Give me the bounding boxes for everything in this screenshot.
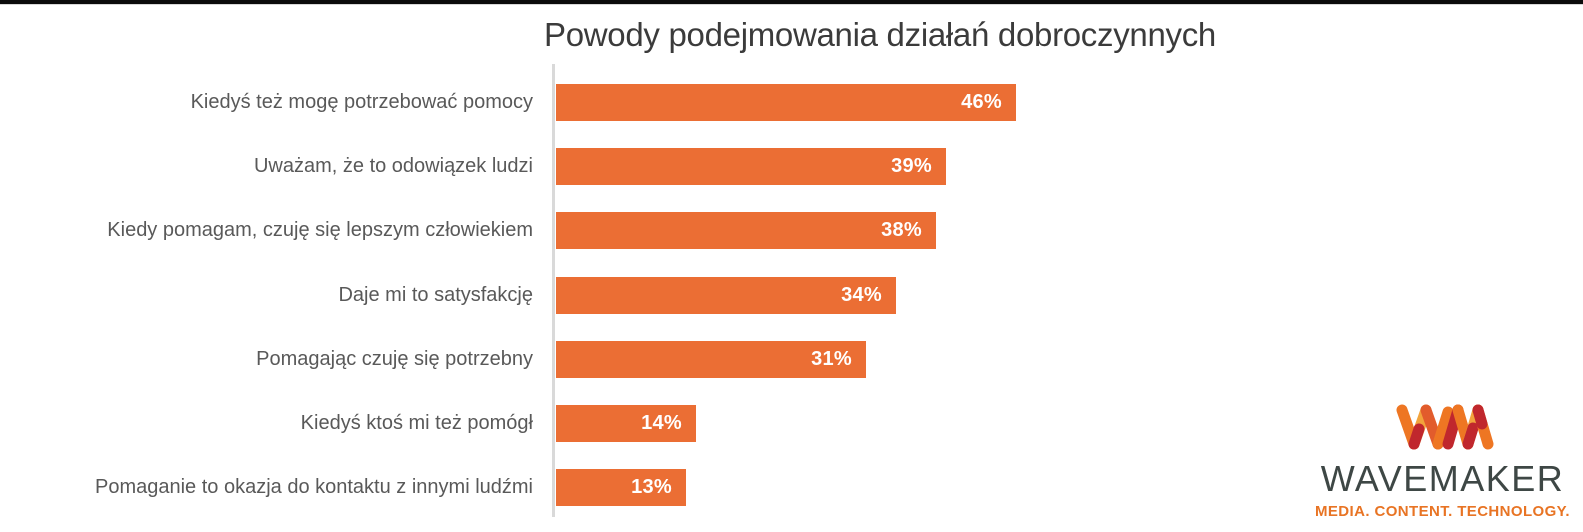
bar-chart: Kiedyś też mogę potrzebować pomocy 46% Uwa… [0,70,1583,520]
bar: 46% [556,83,1016,121]
chart-row: Pomaganie to okazja do kontaktu z innymi… [0,456,1583,520]
bar-track: 31% [543,340,1583,378]
bar: 31% [556,340,866,378]
wavemaker-logo: WAVEMAKER MEDIA. CONTENT. TECHNOLOGY. [1310,398,1575,520]
bar-track: 13% [543,469,1583,507]
chart-row: Pomagając czuję się potrzebny 31% [0,327,1583,391]
bar: 14% [556,405,696,443]
category-label: Kiedy pomagam, czuję się lepszym człowie… [107,219,533,242]
bar-track: 34% [543,276,1583,314]
bar-track: 38% [543,212,1583,250]
logo-wordmark: WAVEMAKER [1320,458,1565,499]
y-axis-line [552,64,555,517]
wm-monogram-icon [1396,404,1493,450]
chart-row: Daje mi to satysfakcję 34% [0,263,1583,327]
category-label: Uważam, że to odowiązek ludzi [253,154,533,177]
chart-row: Uważam, że to odowiązek ludzi 39% [0,134,1583,198]
logo-tagline: MEDIA. CONTENT. TECHNOLOGY. [1315,503,1570,520]
bar-value-label: 14% [641,412,682,435]
bar-value-label: 34% [841,283,882,306]
bar: 13% [556,469,686,507]
chart-row: Kiedyś ktoś mi też pomógł 14% [0,391,1583,455]
bar-value-label: 46% [961,90,1002,113]
chart-title: Powody podejmowania działań dobroczynnyc… [544,16,1216,53]
bar-track: 14% [543,405,1583,443]
category-label: Daje mi to satysfakcję [338,283,533,306]
bar: 34% [556,276,896,314]
bar-value-label: 31% [811,347,852,370]
bar-track: 46% [543,83,1583,121]
category-label: Pomagając czuję się potrzebny [256,347,533,370]
bar: 38% [556,212,936,250]
category-label: Kiedyś ktoś mi też pomógł [300,412,533,435]
bar-value-label: 38% [881,219,922,242]
top-border-strip [0,0,1583,5]
bar-value-label: 13% [631,476,672,499]
category-label: Pomaganie to okazja do kontaktu z innymi… [94,476,533,499]
chart-row: Kiedy pomagam, czuję się lepszym człowie… [0,199,1583,263]
bar-track: 39% [543,147,1583,185]
bar-value-label: 39% [891,154,932,177]
bar: 39% [556,147,946,185]
chart-row: Kiedyś też mogę potrzebować pomocy 46% [0,70,1583,134]
category-label: Kiedyś też mogę potrzebować pomocy [190,90,533,113]
